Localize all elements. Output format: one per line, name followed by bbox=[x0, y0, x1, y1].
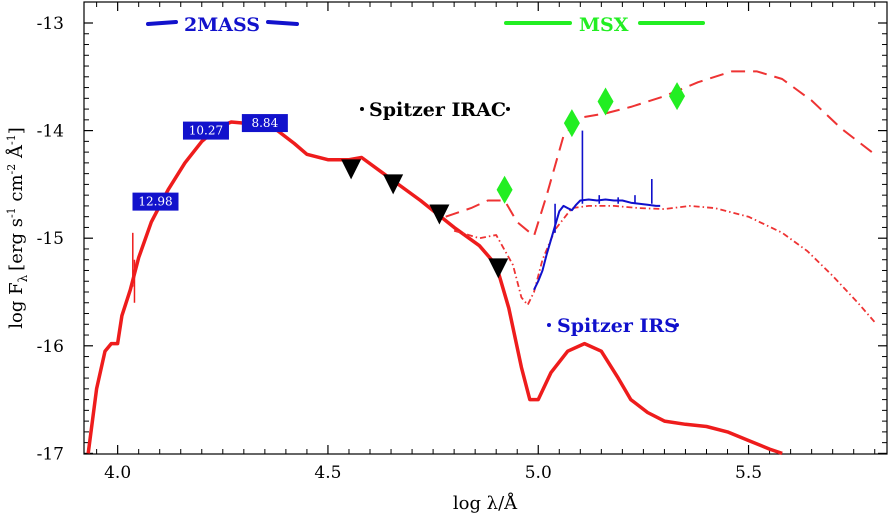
irs-dot-right bbox=[675, 323, 679, 327]
axes-ticks: 4.0 4.5 5.0 5.5 -13 -14 -15 -16 -17 bbox=[37, 2, 887, 483]
irac-point bbox=[383, 174, 404, 195]
x-tick-label: 4.5 bbox=[314, 463, 341, 483]
model-sed-dash-dot bbox=[453, 204, 876, 323]
twomass-point bbox=[241, 114, 288, 133]
twomass-line-right bbox=[266, 20, 299, 26]
x-tick-label: 5.0 bbox=[525, 463, 552, 483]
irs-dot-left bbox=[547, 323, 551, 327]
irac-dot-right bbox=[506, 107, 510, 111]
irs-label: Spitzer IRS bbox=[557, 315, 678, 337]
twomass-point-label: 12.98 bbox=[138, 195, 172, 209]
msx-point bbox=[597, 87, 614, 116]
y-tick-label: -14 bbox=[37, 122, 64, 142]
y-tick-label: -15 bbox=[37, 229, 64, 249]
msx-point bbox=[669, 82, 686, 111]
irs-annotation: Spitzer IRS bbox=[547, 315, 679, 337]
twomass-point bbox=[182, 121, 229, 140]
irac-point bbox=[429, 204, 450, 225]
photometry-points: 12.98 10.27 8.84 bbox=[132, 82, 686, 279]
y-tick-label: -16 bbox=[37, 337, 64, 357]
msx-point bbox=[563, 109, 580, 138]
irs-spectrum bbox=[533, 198, 661, 291]
y-axis-title: log Fλ[erg s-1 cm-2 Å-1] bbox=[5, 127, 30, 329]
msx-legend: MSX bbox=[504, 14, 705, 36]
msx-point bbox=[496, 175, 513, 204]
twomass-label: 2MASS bbox=[184, 14, 260, 36]
irac-label: Spitzer IRAC bbox=[369, 99, 506, 121]
irac-dot-left bbox=[360, 107, 364, 111]
model-sed-solid bbox=[86, 120, 783, 456]
msx-label: MSX bbox=[579, 14, 629, 36]
twomass-legend: 2MASS bbox=[146, 14, 299, 36]
y-tick-label: -13 bbox=[37, 14, 64, 34]
model-sed-dashed bbox=[445, 70, 876, 237]
irac-point bbox=[488, 258, 509, 279]
twomass-point-label: 8.84 bbox=[251, 116, 278, 130]
twomass-point-label: 10.27 bbox=[189, 124, 223, 138]
x-axis-title: log λ/Å bbox=[453, 492, 518, 514]
twomass-line-left bbox=[146, 20, 178, 26]
plot-frame bbox=[83, 1, 888, 455]
y-tick-label: -17 bbox=[37, 444, 64, 464]
irac-point bbox=[341, 159, 362, 180]
x-tick-label: 4.0 bbox=[104, 463, 131, 483]
x-tick-label: 5.5 bbox=[735, 463, 762, 483]
twomass-point bbox=[132, 192, 179, 211]
irac-annotation: Spitzer IRAC bbox=[360, 99, 510, 121]
